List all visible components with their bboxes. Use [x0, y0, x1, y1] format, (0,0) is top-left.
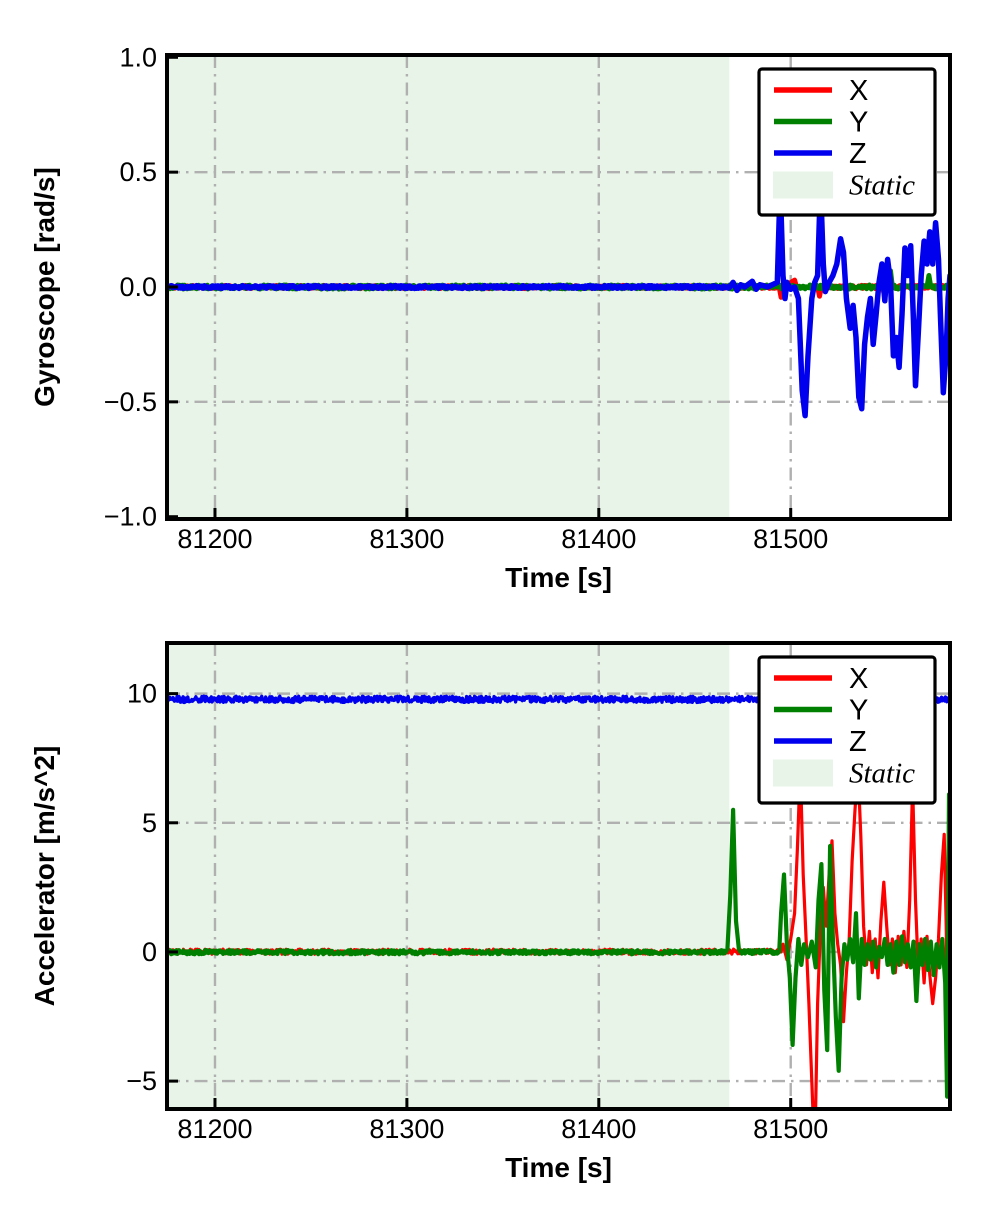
accelerator-plot: 81200 81300 81400 81500 10 5 0 −5 Time [s] Accele… — [29, 641, 952, 1183]
legend-label-z: Z — [849, 726, 867, 758]
legend-label-x: X — [849, 663, 868, 695]
legend-label-y: Y — [849, 695, 868, 727]
x-tick-label: 81500 — [753, 1114, 828, 1144]
accelerator-series-y-line — [167, 792, 950, 1099]
gyroscope-series-z-line — [167, 180, 950, 419]
legend-swatch-static-patch — [773, 171, 833, 199]
x-tick-label: 81200 — [177, 1114, 252, 1144]
y-tick-label: −5 — [126, 1066, 157, 1096]
gyroscope-series-group — [167, 180, 950, 419]
legend-label-x: X — [849, 75, 868, 107]
gyroscope-y-axis-label: Gyroscope [rad/s] — [29, 167, 60, 407]
legend-label-y: Y — [849, 107, 868, 139]
x-tick-label: 81400 — [561, 524, 636, 554]
y-tick-label: 0.5 — [119, 157, 157, 187]
x-tick-label: 81300 — [369, 1114, 444, 1144]
x-tick-label: 81300 — [369, 524, 444, 554]
y-tick-label: 10 — [127, 679, 157, 709]
y-tick-label: 5 — [142, 808, 157, 838]
y-tick-label: 1.0 — [119, 42, 157, 72]
gyroscope-ticks — [167, 55, 793, 519]
legend-swatch-static-patch — [773, 759, 833, 787]
accelerator-frame — [165, 641, 952, 1111]
y-tick-label: −1.0 — [104, 502, 157, 532]
gyroscope-plot: 81200 81300 81400 81500 1.0 0.5 0.0 −0.5 −1.0 Tim… — [29, 42, 952, 593]
accelerator-y-axis-label: Accelerator [m/s^2] — [29, 746, 60, 1007]
gyroscope-x-axis-label: Time [s] — [505, 562, 612, 593]
legend-label-static: Static — [849, 758, 915, 790]
legend-label-z: Z — [849, 138, 867, 170]
legend-label-static: Static — [849, 170, 915, 202]
accelerator-ticks — [167, 692, 793, 1109]
x-tick-label: 81500 — [753, 524, 828, 554]
y-tick-label: 0.0 — [119, 272, 157, 302]
x-tick-label: 81400 — [561, 1114, 636, 1144]
x-tick-label: 81200 — [177, 524, 252, 554]
accelerator-x-axis-label: Time [s] — [505, 1152, 612, 1183]
y-tick-label: 0 — [142, 937, 157, 967]
y-tick-label: −0.5 — [104, 387, 157, 417]
accelerator-static-region — [167, 643, 730, 1109]
